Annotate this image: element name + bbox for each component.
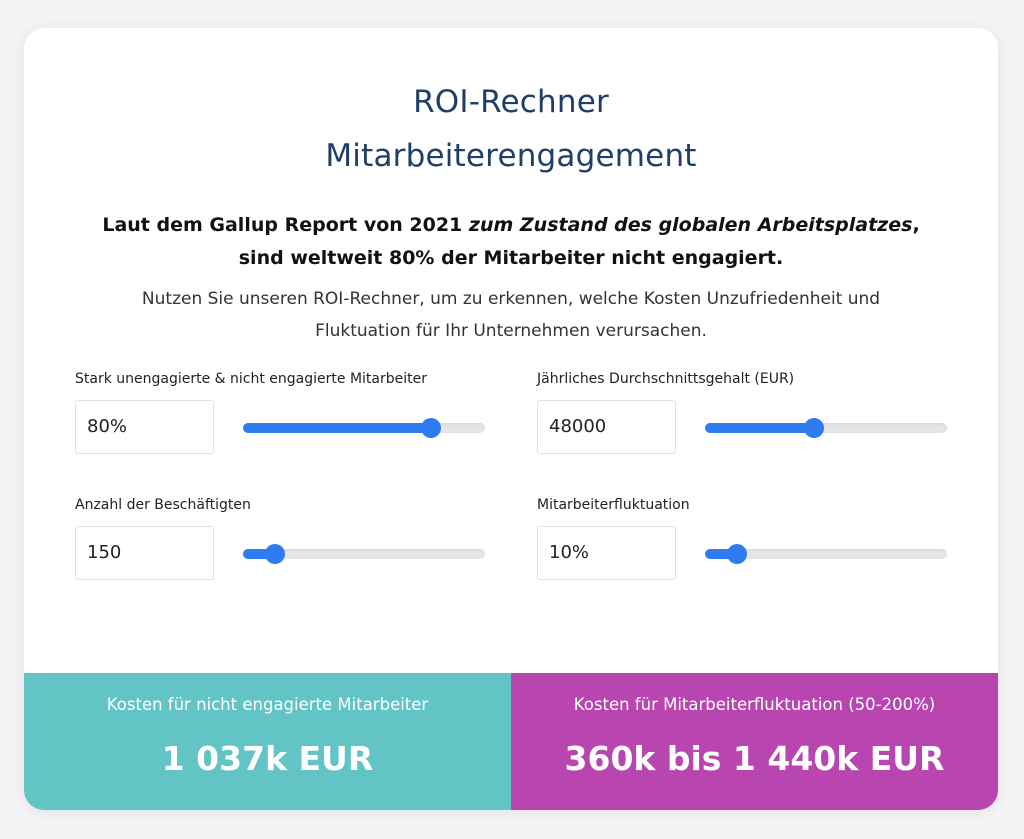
result-value: 360k bis 1 440k EUR <box>564 739 945 778</box>
intro-italic: zum Zustand des globalen Arbeitsplatzes <box>468 214 913 236</box>
slider-thumb[interactable] <box>421 418 441 438</box>
intro-text: Laut dem Gallup Report von 2021 <box>102 214 463 236</box>
field-label: Anzahl der Beschäftigten <box>75 497 251 513</box>
slider-fill <box>705 423 814 433</box>
intro-text: , <box>912 214 920 236</box>
description-line: Nutzen Sie unseren ROI-Rechner, um zu er… <box>141 289 881 309</box>
field-input[interactable]: 48000 <box>537 400 676 454</box>
slider-fill <box>705 549 737 559</box>
slider[interactable] <box>243 418 485 438</box>
title-line: ROI-Rechner <box>413 84 609 120</box>
field-label: Jährliches Durchschnittsgehalt (EUR) <box>537 371 795 387</box>
slider-thumb[interactable] <box>804 418 824 438</box>
field-input[interactable]: 10% <box>537 526 676 580</box>
result-box: Kosten für nicht engagierte Mitarbeiter … <box>24 673 511 810</box>
field-label: Mitarbeiterfluktuation <box>537 497 690 513</box>
slider-fill <box>243 423 431 433</box>
slider[interactable] <box>705 544 947 564</box>
slider-thumb[interactable] <box>727 544 747 564</box>
field-label: Stark unengagierte & nicht engagierte Mi… <box>75 371 427 387</box>
title-line: Mitarbeiterengagement <box>325 138 697 174</box>
field-input[interactable]: 80% <box>75 400 214 454</box>
intro-line: Laut dem Gallup Report von 2021 zum Zust… <box>24 214 998 236</box>
result-value: 1 037k EUR <box>161 739 374 778</box>
slider-fill <box>243 549 275 559</box>
roi-card: ROI-Rechner Mitarbeiterengagement Laut d… <box>24 28 998 810</box>
slider-thumb[interactable] <box>265 544 285 564</box>
slider[interactable] <box>705 418 947 438</box>
result-label: Kosten für Mitarbeiterfluktuation (50-20… <box>573 695 936 714</box>
intro-line: sind weltweit 80% der Mitarbeiter nicht … <box>238 247 784 269</box>
result-label: Kosten für nicht engagierte Mitarbeiter <box>106 695 429 714</box>
slider[interactable] <box>243 544 485 564</box>
description-line: Fluktuation für Ihr Unternehmen verursac… <box>315 321 707 341</box>
field-input[interactable]: 150 <box>75 526 214 580</box>
result-box: Kosten für Mitarbeiterfluktuation (50-20… <box>511 673 998 810</box>
